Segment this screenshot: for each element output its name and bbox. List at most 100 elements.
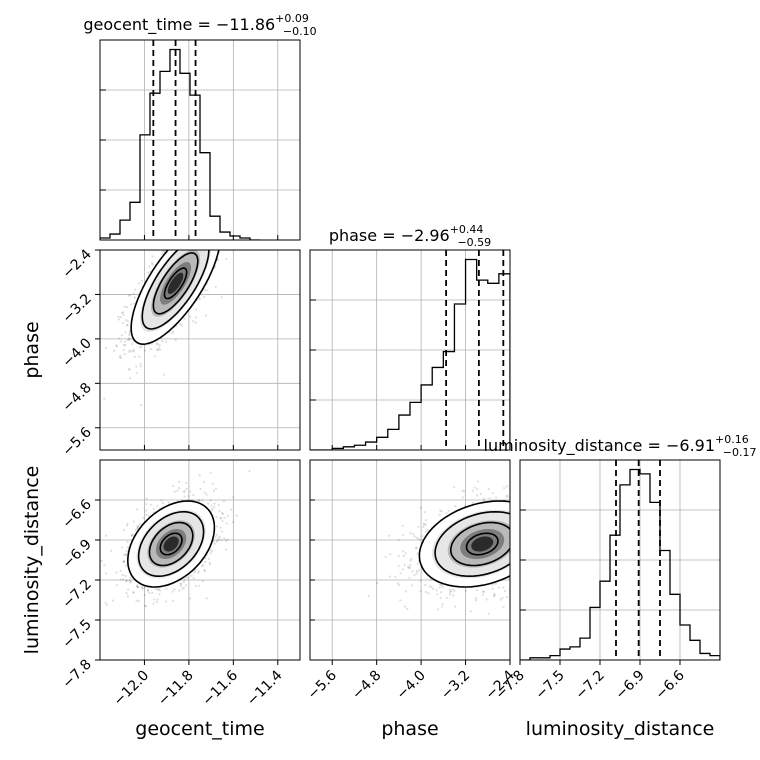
scatter-point (531, 595, 533, 597)
scatter-point (125, 580, 128, 583)
scatter-point (528, 556, 530, 558)
scatter-point (197, 224, 199, 226)
density-fill-core (163, 536, 179, 552)
scatter-point (529, 528, 531, 530)
scatter-point (440, 605, 443, 608)
scatter-point (179, 236, 181, 238)
scatter-point (513, 538, 515, 540)
scatter-point (129, 580, 133, 583)
scatter-point (206, 217, 208, 219)
scatter-point (512, 575, 514, 577)
scatter-point (542, 516, 544, 518)
scatter-point (493, 592, 496, 595)
scatter-point (540, 531, 542, 533)
scatter-point (206, 243, 208, 245)
contour-level-3 (126, 500, 216, 588)
scatter-point (224, 234, 226, 236)
scatter-point (138, 346, 142, 349)
title-geocent-time-upper: +0.09 (275, 12, 309, 25)
scatter-point (531, 555, 533, 557)
ytick-label-phase: −2.4 (59, 246, 94, 281)
scatter-point (527, 540, 529, 542)
scatter-point (222, 193, 224, 195)
scatter-point (529, 518, 531, 520)
ytick-label-luminosity_distance: −6.6 (59, 496, 94, 531)
scatter-point (397, 555, 400, 558)
scatter-point (219, 516, 222, 520)
scatter-point (193, 241, 195, 243)
scatter-point (219, 241, 221, 243)
scatter-point (419, 538, 422, 541)
scatter-point (526, 546, 528, 548)
scatter-point (452, 594, 455, 597)
scatter-point (224, 539, 228, 542)
scatter-point (411, 570, 414, 573)
scatter-point (198, 229, 200, 231)
scatter-point (204, 244, 206, 246)
scatter-point (192, 228, 194, 230)
scatter-point (123, 305, 126, 308)
scatter-point (191, 243, 193, 245)
scatter-point (117, 315, 120, 318)
scatter-point (425, 590, 428, 594)
scatter-point (537, 535, 539, 537)
scatter-point (439, 596, 442, 599)
scatter-point (159, 589, 162, 592)
scatter-point (128, 294, 132, 297)
scatter-point (485, 598, 488, 601)
scatter-point (211, 243, 213, 245)
scatter-point (185, 240, 187, 242)
scatter-point (439, 583, 443, 586)
scatter-point (149, 347, 152, 351)
scatter-point (126, 338, 129, 342)
scatter-point (513, 550, 515, 552)
scatter-point (542, 537, 544, 539)
scatter-point (168, 241, 170, 243)
scatter-point (205, 203, 207, 205)
scatter-point (516, 511, 518, 513)
scatter-point (514, 552, 516, 554)
scatter-point (205, 248, 207, 250)
scatter-point (126, 323, 129, 327)
scatter-point (221, 519, 224, 522)
scatter-point (430, 585, 433, 589)
scatter-point (126, 540, 129, 544)
scatter-point (218, 509, 221, 513)
scatter-point (220, 204, 222, 206)
scatter-point (124, 564, 127, 567)
scatter-point (216, 539, 219, 542)
scatter-point (207, 222, 209, 224)
scatter-point (541, 572, 543, 574)
scatter-point (528, 534, 530, 536)
scatter-point (213, 502, 216, 505)
scatter-point (545, 554, 547, 556)
scatter-point (128, 579, 131, 582)
density-fill-core (167, 272, 184, 294)
scatter-point (180, 244, 182, 246)
scatter-point (183, 242, 185, 244)
scatter-point (179, 582, 182, 586)
scatter-point (185, 244, 187, 246)
scatter-point (515, 529, 517, 531)
scatter-point (174, 247, 176, 249)
scatter-point (543, 539, 545, 541)
scatter-point (426, 528, 429, 531)
scatter-point (113, 349, 116, 352)
scatter-point (119, 356, 123, 360)
scatter-point (110, 549, 113, 552)
scatter-point (192, 246, 194, 248)
scatter-point (202, 245, 204, 247)
scatter-point (145, 502, 148, 506)
scatter-point (527, 547, 529, 549)
scatter-point (513, 545, 515, 547)
scatter-point (453, 486, 456, 489)
scatter-point (410, 584, 413, 587)
scatter-point (200, 242, 202, 244)
scatter-point (476, 589, 479, 592)
scatter-point (397, 564, 400, 567)
scatter-point (501, 597, 504, 600)
scatter-point (203, 491, 206, 494)
scatter-point (224, 233, 226, 235)
scatter-point (521, 537, 523, 539)
scatter-point (546, 542, 548, 544)
